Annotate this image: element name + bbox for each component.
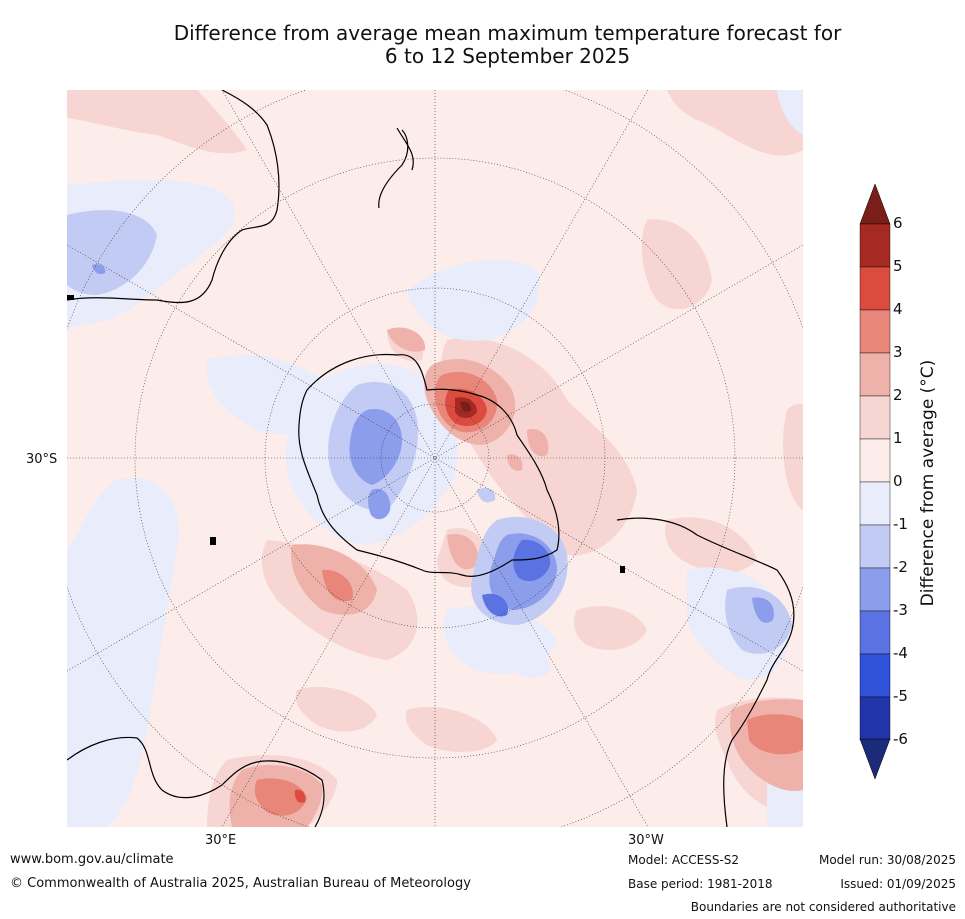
new-zealand-coastline <box>378 127 414 209</box>
colorbar-segment <box>859 696 891 741</box>
colorbar-title: Difference from average (°C) <box>918 359 938 607</box>
issued-text: Issued: 01/09/2025 <box>840 877 956 891</box>
colorbar-segment <box>859 438 891 483</box>
antarctica-coastline <box>298 353 560 577</box>
website-link[interactable]: www.bom.gov.au/climate <box>10 852 174 867</box>
australia-coastline <box>67 736 325 827</box>
colorbar-segment <box>859 481 891 526</box>
south-america-cool-anomaly <box>725 586 792 654</box>
graticule <box>67 90 803 827</box>
colorbar-tick-label: 5 <box>893 257 903 275</box>
colorbar-tick-label: -5 <box>893 687 908 705</box>
west-cool-anomaly <box>67 210 157 295</box>
colorbar-segment <box>859 309 891 354</box>
australia-warm-anomaly <box>229 765 323 827</box>
latitude-label: 30°S <box>26 452 58 467</box>
peninsula-warm-anomaly <box>387 327 549 471</box>
longitude-label-west: 30°W <box>628 833 664 848</box>
colorbar-tick-label: 1 <box>893 429 903 447</box>
model-text: Model: ACCESS-S2 <box>628 853 740 867</box>
colorbar-segment <box>859 395 891 440</box>
colorbar-segment <box>859 653 891 698</box>
polar-temperature-map <box>67 90 803 827</box>
colorbar-svg <box>859 183 891 780</box>
colorbar-tick-label: -4 <box>893 644 908 662</box>
africa-coastline <box>67 90 280 304</box>
colorbar-segment <box>859 610 891 655</box>
colorbar-tick-label: -6 <box>893 730 908 748</box>
antarctica-anomalies <box>285 363 496 545</box>
chart-title: Difference from average mean maximum tem… <box>60 22 955 68</box>
colorbar-lower-extension <box>859 738 891 780</box>
colorbar-segments <box>859 223 891 741</box>
model-run-text: Model run: 30/08/2025 <box>818 853 956 867</box>
south-america-coastline <box>616 517 795 827</box>
colorbar-tick-label: -3 <box>893 601 908 619</box>
south-america-warm-anomaly <box>730 699 803 791</box>
colorbar-upper-extension <box>859 183 891 225</box>
colorbar-tick-label: 3 <box>893 343 903 361</box>
colorbar-tick-label: 2 <box>893 386 903 404</box>
colorbar-segment <box>859 524 891 569</box>
title-line-1: Difference from average mean maximum tem… <box>173 21 842 45</box>
coastlines <box>67 90 795 827</box>
east-warm-anomaly <box>291 534 478 615</box>
colorbar-tick-label: -2 <box>893 558 908 576</box>
map-svg <box>67 90 803 827</box>
colorbar-tick-label: 4 <box>893 300 903 318</box>
small-islands <box>67 295 625 573</box>
colorbar-segment <box>859 352 891 397</box>
colorbar-segment <box>859 223 891 268</box>
colorbar-tick-label: 6 <box>893 214 903 232</box>
colorbar-tick-label: 0 <box>893 472 903 490</box>
drake-passage-cold-anomaly <box>471 516 568 625</box>
base-period-text: Base period: 1981-2018 <box>628 877 773 891</box>
colorbar-segment <box>859 567 891 612</box>
disclaimer-text: Boundaries are not considered authoritat… <box>690 900 956 914</box>
longitude-label-east: 30°E <box>205 833 237 848</box>
colorbar-tick-label: -1 <box>893 515 908 533</box>
colorbar-segment <box>859 266 891 311</box>
title-line-2: 6 to 12 September 2025 <box>384 44 631 68</box>
copyright-text: © Commonwealth of Australia 2025, Austra… <box>10 876 471 891</box>
